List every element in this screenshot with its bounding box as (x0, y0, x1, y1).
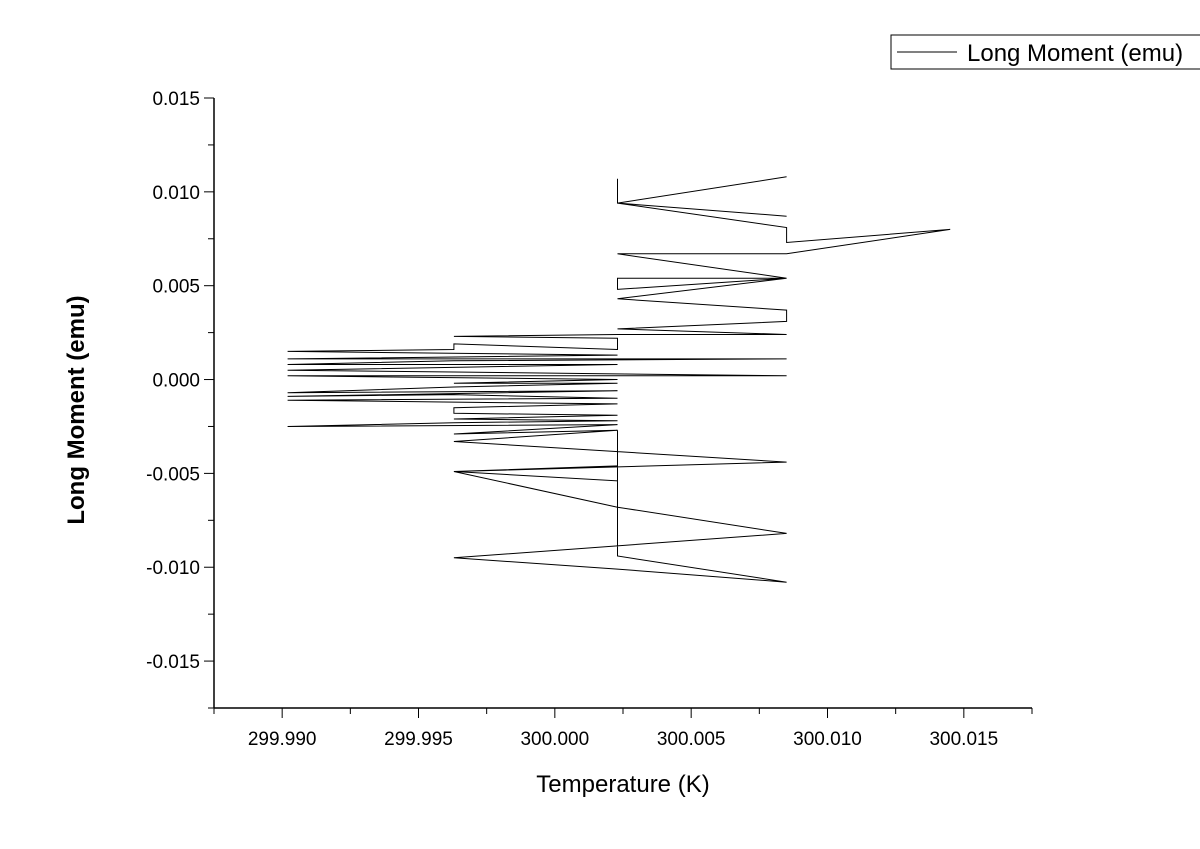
y-tick-label: -0.015 (146, 652, 200, 673)
x-tick-label: 299.995 (384, 729, 453, 750)
y-tick-label: 0.000 (152, 371, 200, 392)
x-tick-label: 300.010 (793, 729, 862, 750)
y-tick-label: 0.005 (152, 277, 200, 298)
y-axis-title: Long Moment (emu) (63, 295, 90, 524)
y-tick-label: -0.010 (146, 558, 200, 579)
legend-label: Long Moment (emu) (967, 40, 1183, 67)
series-layer (287, 176, 951, 583)
x-tick-label: 299.990 (248, 729, 317, 750)
y-tick-label: 0.015 (152, 89, 200, 110)
x-tick-label: 300.015 (929, 729, 998, 750)
x-axis-ticks: 299.990 299.995 300.000 300.005 300.010 300.0… (213, 708, 1033, 750)
y-tick-label: -0.005 (146, 464, 200, 485)
legend: Long Moment (emu) (890, 34, 1200, 70)
x-axis-title: Temperature (K) (536, 771, 709, 798)
series-line (287, 176, 951, 583)
y-axis-ticks: 0.015 0.010 0.005 0.000 -0.005 -0.010 -0.015 (146, 89, 214, 709)
axes (213, 98, 1032, 709)
x-tick-label: 300.000 (520, 729, 589, 750)
y-tick-label: 0.010 (152, 183, 200, 204)
x-tick-label: 300.005 (657, 729, 726, 750)
